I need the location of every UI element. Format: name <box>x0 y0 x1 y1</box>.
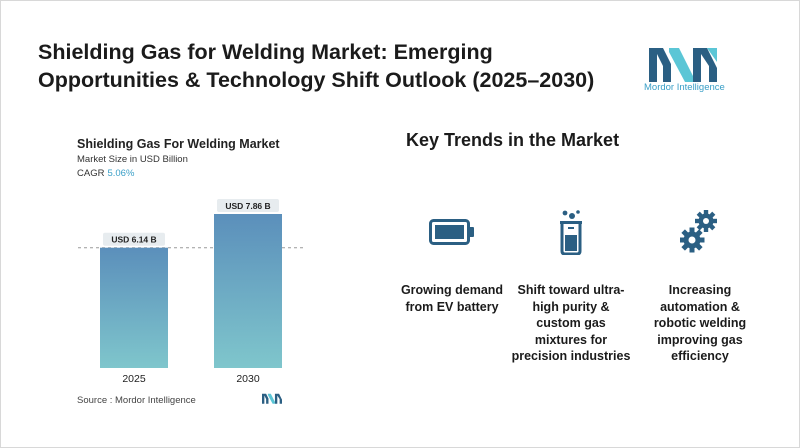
data-label: USD 7.86 B <box>225 201 270 211</box>
trend-label: Growing demand from EV battery <box>400 283 504 314</box>
bar-2025 <box>100 247 168 368</box>
data-label-bg <box>217 199 279 212</box>
cagr-label: CAGR <box>77 168 105 179</box>
mordor-logo-icon <box>649 48 717 82</box>
chart-title: Shielding Gas For Welding Market <box>77 137 280 151</box>
chart-cagr: CAGR 5.06% <box>77 168 134 179</box>
chart-subtitle: Market Size in USD Billion <box>77 154 188 165</box>
trend-item: Increasing automation & robotic welding … <box>640 208 760 365</box>
chart-source: Source : Mordor Intelligence <box>77 395 196 406</box>
logo-wordmark: Mordor Intelligence <box>644 82 725 93</box>
trend-item: Shift toward ultra-high purity & custom … <box>511 208 631 365</box>
data-label-bg <box>103 232 165 246</box>
small-logo-icon <box>262 393 282 404</box>
trend-label: Increasing automation & robotic welding … <box>653 283 747 363</box>
page-title: Shielding Gas for Welding Market: Emergi… <box>38 40 595 92</box>
x-tick-label: 2030 <box>236 373 260 385</box>
brand-logo: Mordor Intelligence <box>644 46 725 98</box>
gears-icon <box>640 208 760 256</box>
bar-2030 <box>214 214 282 368</box>
battery-icon <box>392 208 512 256</box>
trends-title: Key Trends in the Market <box>406 130 620 150</box>
trend-item: Growing demand from EV battery <box>392 208 512 315</box>
trend-label: Shift toward ultra-high purity & custom … <box>511 283 631 363</box>
data-label: USD 6.14 B <box>111 234 156 244</box>
x-tick-label: 2025 <box>122 373 146 385</box>
beaker-icon <box>511 208 631 256</box>
cagr-value: 5.06% <box>107 168 135 179</box>
